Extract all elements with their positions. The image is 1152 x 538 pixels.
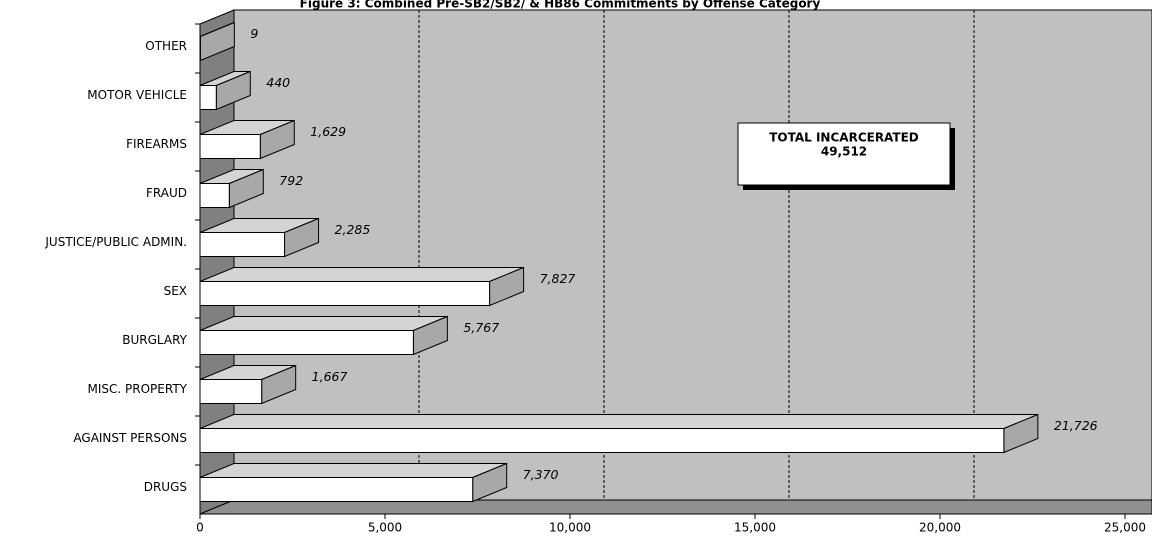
chart-title: Figure 3: Combined Pre-SB2/SB2/ & HB86 C…	[300, 0, 821, 11]
bar-top	[199, 414, 1039, 429]
floor	[199, 499, 1152, 515]
y-tick-label: OTHER	[145, 39, 187, 53]
bar	[199, 183, 230, 208]
value-label: 5,767	[463, 320, 499, 335]
value-label: 792	[279, 173, 303, 188]
bar	[199, 85, 217, 110]
annotation-text: 49,512	[821, 145, 867, 159]
y-tick-label: BURGLARY	[122, 333, 187, 347]
annotation-box	[737, 122, 951, 186]
bar-top	[199, 267, 524, 282]
value-label: 21,726	[1054, 418, 1098, 433]
bar	[199, 134, 261, 159]
x-tick-label: 0	[196, 521, 204, 535]
x-tick-label: 5,000	[368, 521, 402, 535]
bar-top	[199, 463, 507, 478]
x-tick-label: 20,000	[919, 521, 961, 535]
value-label: 9	[250, 26, 258, 41]
bar	[199, 232, 286, 257]
x-tick-label: 25,000	[1104, 521, 1146, 535]
y-tick-label: FIREARMS	[126, 137, 187, 151]
bar	[199, 428, 1005, 453]
x-tick-label: 15,000	[734, 521, 776, 535]
annotation-text: TOTAL INCARCERATED	[769, 131, 919, 145]
value-label: 7,827	[540, 271, 576, 286]
y-tick-label: DRUGS	[144, 480, 187, 494]
y-tick-label: MISC. PROPERTY	[88, 382, 188, 396]
value-label: 7,370	[523, 467, 559, 482]
bar	[199, 330, 414, 355]
value-label: 1,629	[310, 124, 346, 139]
y-tick-label: MOTOR VEHICLE	[87, 88, 187, 102]
bar-top	[199, 316, 448, 331]
value-label: 1,667	[312, 369, 348, 384]
value-label: 440	[266, 75, 290, 90]
y-tick-label: JUSTICE/PUBLIC ADMIN.	[44, 235, 187, 249]
value-label: 2,285	[335, 222, 371, 237]
bar	[199, 379, 263, 404]
y-tick-label: FRAUD	[146, 186, 187, 200]
bar	[199, 477, 474, 502]
y-tick-label: AGAINST PERSONS	[73, 431, 187, 445]
bar	[199, 281, 491, 306]
x-tick-label: 10,000	[549, 521, 591, 535]
y-tick-label: SEX	[164, 284, 187, 298]
